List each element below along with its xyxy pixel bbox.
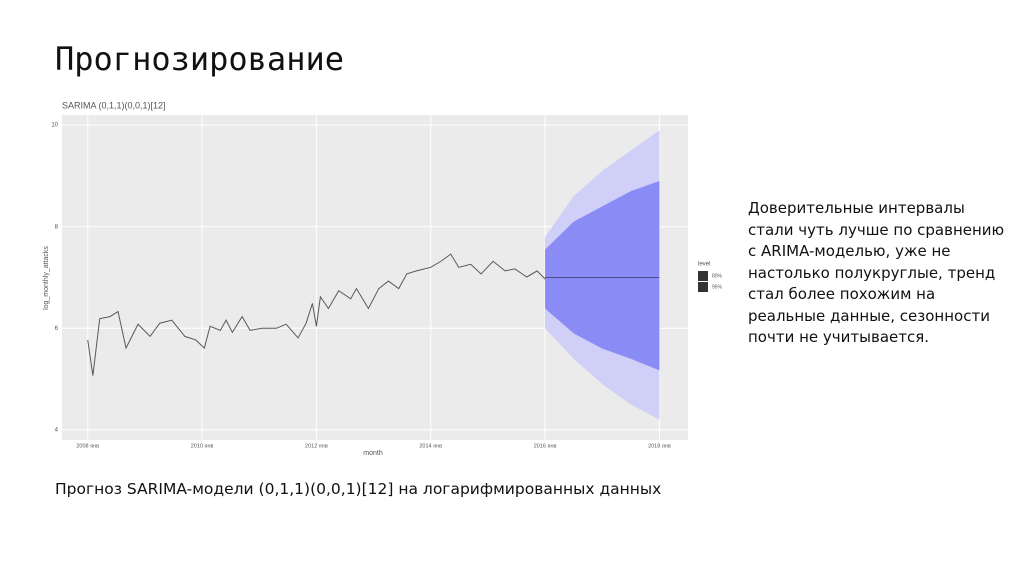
chart: SARIMA (0,1,1)(0,0,1)[12] month log_mont… (43, 100, 723, 457)
legend-swatch (698, 282, 708, 292)
legend-label: 95% (712, 284, 723, 290)
legend-label: 80% (712, 273, 723, 279)
y-tick-label: 6 (55, 326, 59, 332)
y-tick-label: 4 (55, 427, 59, 433)
x-tick-label: 2012 янв (305, 443, 328, 449)
caption: Прогноз SARIMA-модели (0,1,1)(0,0,1)[12]… (55, 480, 662, 498)
x-tick-label: 2016 янв (534, 443, 557, 449)
x-tick-label: 2010 янв (191, 443, 214, 449)
legend-swatch (698, 271, 708, 281)
x-tick-label: 2018 янв (648, 443, 671, 449)
y-tick-label: 10 (51, 123, 58, 129)
y-axis-label: log_monthly_attacks (43, 246, 50, 310)
y-tick-label: 8 (55, 224, 59, 230)
x-tick-label: 2008 янв (76, 443, 99, 449)
confidence-band (545, 181, 660, 371)
legend-title: level (698, 262, 710, 268)
x-tick-label: 2014 янв (419, 443, 442, 449)
chart-title: SARIMA (0,1,1)(0,0,1)[12] (62, 100, 166, 110)
description: Доверительные интервалы стали чуть лучше… (748, 199, 1005, 346)
x-axis-label: month (363, 450, 383, 457)
slide-title: Прогнозирование (55, 40, 344, 78)
